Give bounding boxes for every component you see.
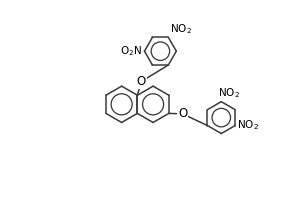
Text: O: O: [178, 107, 187, 120]
Text: NO$_2$: NO$_2$: [170, 22, 192, 36]
Text: O$_2$N: O$_2$N: [120, 44, 142, 58]
Text: NO$_2$: NO$_2$: [218, 86, 240, 100]
Text: NO$_2$: NO$_2$: [237, 119, 259, 132]
Text: O: O: [137, 75, 146, 88]
